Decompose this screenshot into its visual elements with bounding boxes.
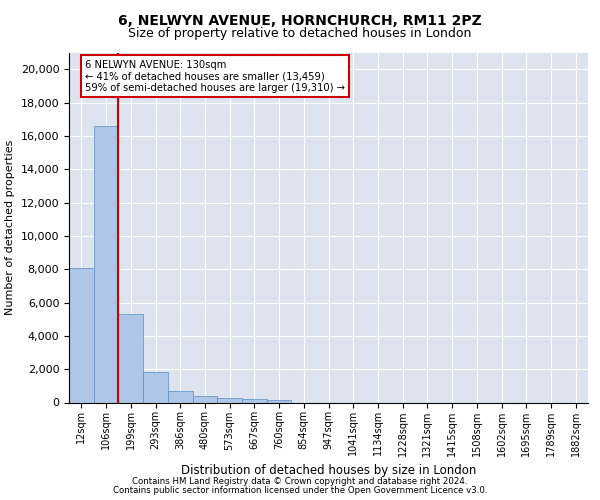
Y-axis label: Number of detached properties: Number of detached properties (5, 140, 15, 315)
Bar (94, 126, 118, 402)
Text: Size of property relative to detached houses in London: Size of property relative to detached ho… (128, 28, 472, 40)
Bar (69, 268, 94, 402)
Text: Contains public sector information licensed under the Open Government Licence v3: Contains public sector information licen… (113, 486, 487, 495)
X-axis label: Distribution of detached houses by size in London: Distribution of detached houses by size … (181, 464, 476, 477)
Bar (267, 400, 292, 402)
Bar (118, 314, 143, 402)
Bar (143, 372, 168, 402)
Text: Contains HM Land Registry data © Crown copyright and database right 2024.: Contains HM Land Registry data © Crown c… (132, 477, 468, 486)
Bar (217, 398, 242, 402)
Text: 6, NELWYN AVENUE, HORNCHURCH, RM11 2PZ: 6, NELWYN AVENUE, HORNCHURCH, RM11 2PZ (118, 14, 482, 28)
Bar (242, 399, 267, 402)
Bar (193, 396, 217, 402)
Text: 6 NELWYN AVENUE: 130sqm
← 41% of detached houses are smaller (13,459)
59% of sem: 6 NELWYN AVENUE: 130sqm ← 41% of detache… (85, 60, 344, 92)
Bar (168, 391, 193, 402)
